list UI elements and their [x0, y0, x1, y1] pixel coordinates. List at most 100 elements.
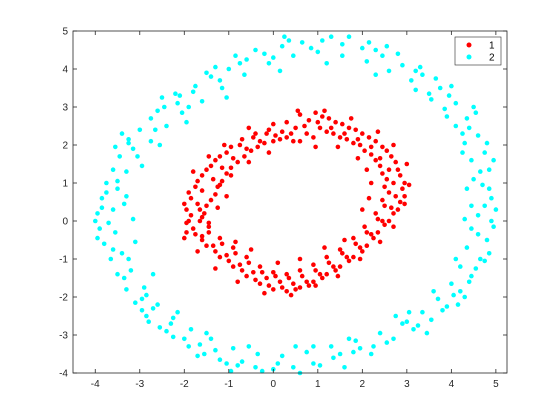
point-series-1-164 [373, 157, 379, 163]
point-series-2-10 [126, 140, 131, 146]
y-tick-label-2: 2 [62, 141, 68, 152]
legend-label-1: 1 [489, 41, 495, 52]
point-series-2-45 [429, 317, 434, 323]
point-series-2-1 [97, 226, 102, 231]
point-series-2-193 [293, 344, 298, 349]
point-series-1-152 [219, 178, 225, 184]
point-series-1-123 [302, 123, 307, 129]
point-series-2-143 [384, 340, 390, 345]
point-series-1-144 [251, 270, 256, 275]
point-series-2-150 [478, 169, 483, 174]
point-series-2-91 [400, 321, 405, 326]
point-series-2-107 [106, 220, 111, 226]
point-series-1-3 [188, 195, 194, 201]
point-series-1-167 [380, 197, 385, 203]
point-series-2-123 [462, 294, 468, 300]
point-series-1-98 [375, 230, 381, 235]
point-series-1-174 [297, 268, 303, 273]
point-series-2-60 [110, 207, 116, 212]
point-series-1-200 [313, 283, 318, 288]
point-series-2-200 [444, 114, 450, 119]
point-series-1-227 [228, 173, 234, 178]
point-series-2-139 [275, 361, 281, 366]
point-series-1-155 [255, 144, 260, 150]
point-series-1-124 [315, 119, 321, 125]
point-series-2-121 [424, 330, 430, 336]
point-series-2-180 [480, 182, 485, 188]
point-series-1-63 [353, 241, 359, 247]
point-series-1-198 [357, 256, 363, 262]
point-series-2-9 [124, 287, 129, 292]
point-series-2-98 [453, 123, 459, 129]
point-series-2-175 [466, 279, 472, 285]
point-series-2-219 [455, 302, 461, 307]
point-series-2-153 [99, 205, 105, 210]
point-series-2-158 [155, 108, 160, 114]
point-series-2-80 [266, 61, 272, 66]
point-series-1-137 [344, 254, 350, 260]
point-series-1-27 [371, 235, 376, 241]
point-series-1-226 [246, 159, 252, 165]
point-series-1-0 [184, 207, 189, 212]
point-series-1-201 [288, 292, 294, 298]
point-series-2-16 [162, 104, 167, 110]
x-tick-label--2: -2 [180, 379, 189, 390]
point-series-1-215 [297, 256, 303, 262]
point-series-2-97 [449, 281, 454, 287]
point-series-2-130 [130, 216, 136, 222]
point-series-1-194 [406, 182, 412, 188]
point-series-1-191 [375, 129, 381, 134]
point-series-1-65 [326, 260, 332, 266]
point-series-1-120 [257, 138, 263, 144]
point-series-1-160 [324, 129, 330, 134]
point-series-1-165 [380, 171, 385, 176]
point-series-1-225 [266, 150, 272, 155]
point-series-2-178 [484, 140, 490, 146]
point-series-1-180 [217, 235, 223, 241]
point-series-1-110 [217, 254, 223, 260]
point-series-2-83 [304, 349, 310, 355]
point-series-2-85 [328, 344, 334, 349]
point-series-2-112 [159, 95, 165, 100]
point-series-2-213 [282, 34, 287, 39]
point-series-2-198 [413, 87, 419, 93]
point-series-1-60 [382, 203, 387, 209]
point-series-1-178 [244, 254, 249, 260]
point-series-1-19 [373, 138, 379, 144]
point-series-1-117 [219, 165, 225, 171]
point-series-1-64 [340, 251, 345, 256]
point-series-2-181 [475, 213, 481, 218]
point-series-2-46 [437, 85, 443, 91]
point-series-1-90 [366, 135, 372, 140]
point-series-2-3 [101, 241, 107, 247]
point-series-1-55 [357, 142, 363, 148]
point-series-1-38 [226, 258, 232, 264]
point-series-1-2 [184, 230, 189, 235]
point-series-1-153 [228, 165, 234, 171]
point-series-1-24 [397, 199, 403, 205]
point-series-1-100 [351, 254, 356, 260]
point-series-1-161 [337, 135, 343, 140]
point-series-1-199 [335, 273, 341, 279]
point-series-1-58 [384, 176, 390, 182]
point-series-2-194 [324, 61, 330, 66]
point-series-2-151 [475, 232, 481, 237]
point-series-2-54 [482, 150, 488, 155]
point-series-1-202 [262, 290, 267, 296]
point-series-1-52 [317, 125, 323, 131]
point-series-1-40 [199, 237, 205, 243]
point-series-2-204 [464, 186, 470, 191]
x-tick-label--3: -3 [135, 379, 144, 390]
point-series-2-5 [108, 256, 114, 262]
point-series-2-38 [360, 45, 365, 51]
point-series-1-179 [230, 245, 236, 250]
point-series-2-30 [279, 43, 285, 49]
point-series-1-151 [213, 192, 218, 197]
point-series-2-156 [130, 146, 136, 152]
point-series-2-13 [144, 313, 149, 319]
point-series-1-130 [386, 167, 392, 172]
point-series-2-154 [115, 178, 120, 184]
point-series-2-96 [442, 106, 448, 112]
point-series-1-127 [355, 137, 361, 142]
point-series-2-105 [469, 203, 474, 209]
